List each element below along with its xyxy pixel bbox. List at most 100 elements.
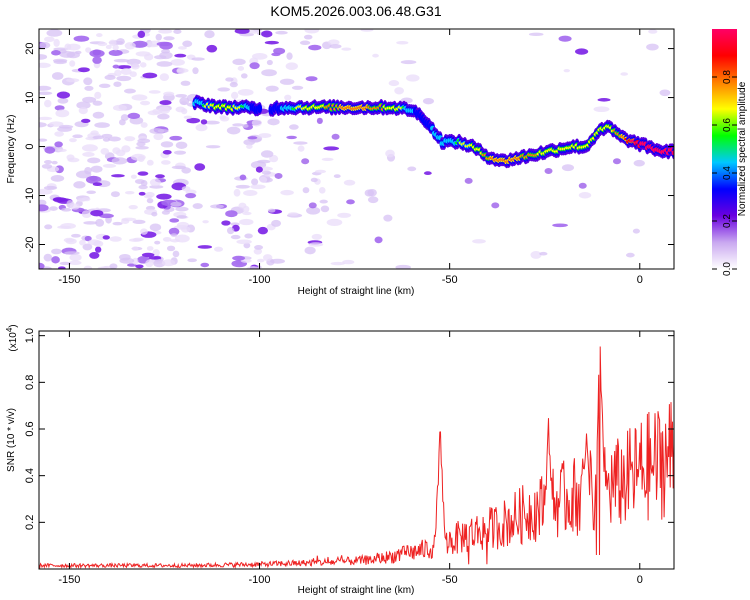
- spectrogram-noise-blob: [407, 166, 417, 172]
- spectrogram-noise-blob: [53, 60, 67, 65]
- spectrogram-noise-blob: [131, 246, 139, 251]
- spectrogram-noise-blob: [71, 233, 81, 238]
- spectrogram-noise-blob: [558, 35, 572, 42]
- spectrogram-noise-blob: [159, 73, 170, 81]
- spectrogram-noise-blob: [181, 186, 191, 192]
- spectrogram-noise-blob: [58, 124, 74, 129]
- spectrogram-noise-blob: [279, 78, 295, 85]
- spectrogram-noise-blob: [267, 208, 276, 213]
- spectrogram-noise-blob: [158, 29, 173, 34]
- spectrogram-noise-blob: [205, 145, 221, 149]
- spectrogram-noise-blob: [159, 51, 173, 60]
- spectrogram-noise-blob: [82, 151, 95, 157]
- spectrogram-noise-blob: [255, 166, 263, 173]
- spectrogram-noise-blob: [304, 246, 316, 255]
- spectrogram-noise-blob: [646, 43, 659, 51]
- spectrogram-noise-blob: [254, 245, 264, 250]
- spectrogram-noise-blob: [59, 261, 72, 266]
- spectrogram-noise-blob: [51, 256, 60, 264]
- spectrogram-noise-blob: [214, 246, 224, 252]
- spectrogram-noise-blob: [137, 138, 151, 144]
- spectrogram-noise-blob: [161, 259, 176, 267]
- spectrogram-noise-blob: [308, 242, 324, 247]
- spectrogram-noise-blob: [146, 198, 154, 204]
- spectrogram-noise-blob: [90, 130, 99, 136]
- spectrogram-noise-blob: [139, 62, 147, 68]
- spectrogram-noise-blob: [128, 204, 138, 210]
- spectrogram-noise-blob: [81, 210, 92, 219]
- spectrogram-noise-blob: [151, 211, 158, 217]
- spectrogram-noise-blob: [76, 101, 91, 109]
- spectrogram-noise-blob: [51, 50, 61, 56]
- spectrogram-noise-blob: [186, 117, 201, 124]
- spectrogram-noise-blob: [237, 89, 254, 96]
- spectrogram-noise-blob: [232, 255, 246, 261]
- spectrogram-noise-blob: [169, 238, 180, 243]
- spectrogram-noise-blob: [84, 235, 92, 242]
- spectrogram-noise-blob: [43, 253, 53, 262]
- spectrogram-noise-blob: [83, 265, 93, 269]
- spectrogram-noise-blob: [137, 171, 149, 176]
- spectrogram-noise-blob: [273, 47, 286, 55]
- spectrogram-noise-blob: [112, 221, 123, 226]
- spectrogram-noise-blob: [578, 182, 587, 189]
- colorbar-gradient: [712, 29, 737, 269]
- spectrogram-x-tick-label: -100: [249, 274, 271, 286]
- spectrogram-noise-blob: [90, 209, 104, 217]
- spectrogram-noise-blob: [161, 160, 171, 165]
- spectrogram-noise-blob: [121, 145, 131, 153]
- spectrogram-noise-blob: [82, 96, 97, 103]
- spectrogram-x-tick-label: 0: [637, 274, 643, 286]
- spectrogram-noise-blob: [140, 100, 151, 106]
- spectrogram-noise-blob: [575, 48, 589, 55]
- spectrogram-noise-blob: [84, 85, 94, 91]
- spectrogram-noise-blob: [219, 116, 230, 122]
- spectrogram-noise-blob: [101, 133, 113, 138]
- spectrogram-noise-blob: [372, 53, 379, 58]
- spectrogram-noise-blob: [265, 85, 279, 92]
- colorbar-tick-label: 0.2: [722, 214, 733, 228]
- spectrogram-noise-blob: [383, 214, 393, 222]
- spectrogram-noise-blob: [285, 62, 298, 71]
- spectrogram-noise-blob: [626, 252, 635, 258]
- spectrogram-noise-blob: [39, 91, 53, 95]
- spectrogram-noise-blob: [79, 239, 86, 246]
- spectrogram-noise-blob: [137, 30, 146, 39]
- spectrogram-noise-blob: [185, 192, 197, 199]
- spectrogram-noise-blob: [69, 253, 82, 262]
- spectrogram-noise-blob: [119, 257, 135, 264]
- spectrogram-noise-blob: [69, 203, 80, 210]
- spectrogram-x-tick-label: -50: [442, 274, 458, 286]
- spectrogram-noise-blob: [597, 98, 611, 102]
- spectrogram-noise-blob: [99, 213, 114, 219]
- spectrogram-noise-blob: [51, 248, 62, 255]
- spectrogram-noise-blob: [257, 226, 268, 235]
- spectrogram-noise-blob: [96, 33, 103, 38]
- snr-y-tick-label: 0.2: [24, 515, 36, 530]
- spectrogram-noise-blob: [44, 36, 55, 43]
- spectrogram-noise-blob: [232, 123, 244, 127]
- spectrogram-noise-blob: [299, 40, 311, 45]
- spectrogram-noise-blob: [63, 237, 75, 243]
- colorbar-tick-label: 0.4: [722, 166, 733, 180]
- snr-axes: -150 -100 -50 0 0.2 0.4 0.6 0.8 1.0: [24, 328, 674, 586]
- spectrogram-noise-blob: [269, 154, 279, 163]
- spectrogram-noise-blob: [244, 233, 253, 239]
- spectrogram-noise-blob: [64, 251, 80, 255]
- spectrogram-noise-blob: [39, 116, 53, 121]
- spectrogram-noise-blob: [135, 51, 151, 57]
- spectrogram-noise-blob: [111, 157, 128, 165]
- spectrogram-noise-blob: [195, 123, 208, 132]
- spectrogram-noise-blob: [131, 94, 148, 101]
- spectrogram-noise-blob: [170, 233, 178, 237]
- spectrogram-noise-blob: [108, 49, 123, 56]
- spectrogram-noise-blob: [620, 72, 629, 76]
- spectrogram-noise-blob: [113, 81, 122, 87]
- spectrogram-noise-blob: [51, 72, 64, 80]
- spectrogram-noise-blob: [247, 136, 258, 140]
- spectrogram-noise-blob: [131, 153, 146, 161]
- spectrogram-noise-blob: [240, 258, 252, 263]
- spectrogram-noise-blob: [304, 29, 320, 34]
- spectrogram-noise-blob: [138, 184, 148, 190]
